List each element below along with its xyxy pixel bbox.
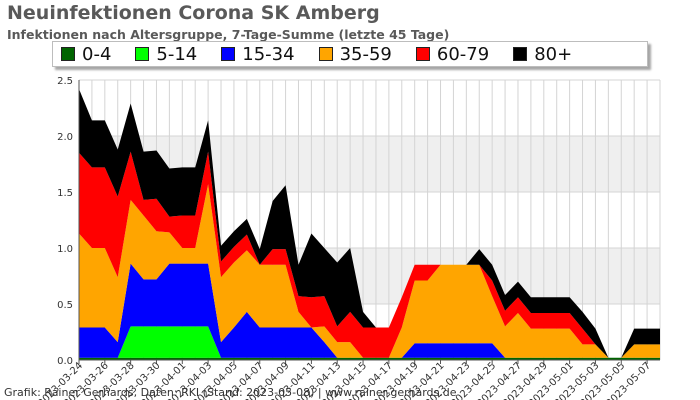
series-area-60-79 bbox=[79, 151, 660, 358]
legend-label: 0-4 bbox=[82, 43, 112, 65]
legend-swatch bbox=[221, 47, 236, 61]
y-tick-label: 0.5 bbox=[57, 300, 73, 311]
legend-label: 15-34 bbox=[242, 43, 295, 65]
legend-item: 5-14 bbox=[135, 44, 197, 65]
legend-item: 35-59 bbox=[318, 43, 392, 65]
y-tick-label: 2.5 bbox=[57, 76, 73, 87]
series-area-15-34 bbox=[79, 263, 660, 358]
legend-item: 80+ bbox=[513, 44, 572, 65]
series-area-0-4 bbox=[79, 357, 660, 360]
y-tick-label: 0.0 bbox=[57, 356, 73, 367]
legend-label: 80+ bbox=[534, 43, 573, 65]
legend-label: 35-59 bbox=[339, 43, 392, 65]
legend-swatch bbox=[135, 47, 150, 61]
legend-swatch bbox=[318, 47, 333, 61]
legend-label: 60-79 bbox=[436, 43, 490, 65]
y-tick-label: 1.5 bbox=[57, 188, 73, 199]
legend: 0-4 5-14 15-34 35-59 60-79 80+ bbox=[52, 41, 648, 67]
legend-label: 5-14 bbox=[156, 43, 198, 65]
y-tick-label: 1.0 bbox=[57, 244, 73, 255]
chart-subtitle: Infektionen nach Altersgruppe, 7-Tage-Su… bbox=[7, 27, 450, 42]
legend-item: 60-79 bbox=[415, 43, 490, 65]
chart-title: Neuinfektionen Corona SK Amberg bbox=[7, 2, 380, 24]
legend-item: 0-4 bbox=[61, 44, 111, 65]
y-tick-label: 2.0 bbox=[57, 132, 73, 143]
legend-swatch bbox=[513, 47, 528, 61]
series-area-80+ bbox=[79, 88, 660, 358]
series-area-35-59 bbox=[79, 184, 660, 358]
legend-swatch bbox=[415, 47, 430, 61]
legend-swatch bbox=[61, 47, 75, 61]
credit-line: Grafik: Rainer Gerhards, Daten: RKI (Sta… bbox=[4, 386, 457, 399]
legend-item: 15-34 bbox=[221, 43, 295, 65]
series-area-5-14 bbox=[79, 326, 660, 358]
